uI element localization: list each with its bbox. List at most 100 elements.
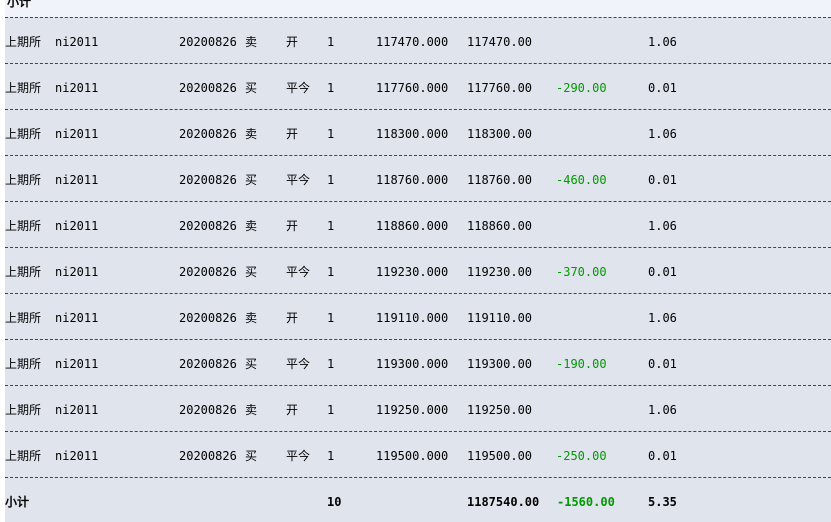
trade-date-cell: 20200826 bbox=[179, 219, 237, 233]
table-row: 上期所 ni2011 20200826 买 平今 1 119300.000 119300.00… bbox=[5, 339, 831, 385]
direction-cell: 买 bbox=[245, 449, 257, 463]
open-close-cell: 开 bbox=[286, 311, 298, 325]
contract-cell: ni2011 bbox=[55, 357, 98, 371]
quantity-cell: 1 bbox=[327, 265, 334, 279]
table-row: 上期所 ni2011 20200826 卖 开 1 119250.000 119250.00 1… bbox=[5, 385, 831, 431]
price-cell: 119110.000 bbox=[376, 311, 448, 325]
exchange-cell: 上期所 bbox=[5, 219, 41, 233]
direction-cell: 卖 bbox=[245, 311, 257, 325]
open-close-cell: 平今 bbox=[286, 81, 310, 95]
contract-cell: ni2011 bbox=[55, 449, 98, 463]
trade-date-cell: 20200826 bbox=[179, 449, 237, 463]
trade-table-body: 上期所 ni2011 20200826 卖开 1 117470.000 117470.00 1… bbox=[5, 17, 831, 477]
amount-cell: 117760.00 bbox=[467, 81, 532, 95]
open-close-cell: 平今 bbox=[286, 357, 310, 371]
direction-cell: 买 bbox=[245, 173, 257, 187]
subtotal-amount: 1187540.00 bbox=[467, 495, 539, 509]
amount-cell: 118760.00 bbox=[467, 173, 532, 187]
price-cell: 117470.000 bbox=[376, 35, 448, 49]
table-row: 上期所 ni2011 20200826 买 平今 1 119500.000 119500.00… bbox=[5, 431, 831, 477]
trade-date-cell: 20200826 bbox=[179, 357, 237, 371]
close-pnl-cell: -250.00 bbox=[556, 449, 607, 463]
contract-cell: ni2011 bbox=[55, 127, 98, 141]
price-cell: 119250.000 bbox=[376, 403, 448, 417]
open-close-cell: 开 bbox=[286, 35, 298, 49]
exchange-cell: 上期所 bbox=[5, 35, 41, 49]
trade-date-cell: 20200826 bbox=[179, 35, 237, 49]
direction-cell: 卖 bbox=[245, 403, 257, 417]
exchange-cell: 上期所 bbox=[5, 265, 41, 279]
subtotal-qty: 10 bbox=[327, 495, 341, 509]
open-close-cell: 开 bbox=[286, 403, 298, 417]
close-pnl-cell: -190.00 bbox=[556, 357, 607, 371]
exchange-cell: 上期所 bbox=[5, 81, 41, 95]
fee-cell: 0.01 bbox=[648, 357, 677, 371]
contract-cell: ni2011 bbox=[55, 35, 98, 49]
amount-cell: 119250.00 bbox=[467, 403, 532, 417]
trade-date-cell: 20200826 bbox=[179, 311, 237, 325]
trade-date-cell: 20200826 bbox=[179, 81, 237, 95]
contract-cell: ni2011 bbox=[55, 311, 98, 325]
quantity-cell: 1 bbox=[327, 219, 334, 233]
amount-cell: 119230.00 bbox=[467, 265, 532, 279]
direction-cell: 卖 bbox=[245, 219, 257, 233]
price-cell: 117760.000 bbox=[376, 81, 448, 95]
table-row: 上期所 ni2011 20200826 卖 开 1 118300.000 118300.00 1… bbox=[5, 109, 831, 155]
close-pnl-cell: -290.00 bbox=[556, 81, 607, 95]
table-row: 上期所 ni2011 20200826 卖 开 1 117470.000 117470.00 1… bbox=[5, 17, 831, 63]
direction-cell: 买 bbox=[245, 81, 257, 95]
price-cell: 118760.000 bbox=[376, 173, 448, 187]
amount-cell: 119300.00 bbox=[467, 357, 532, 371]
table-row: 上期所 ni2011 20200826 卖 开 1 119110.000 119110.00 1… bbox=[5, 293, 831, 339]
price-cell: 118860.000 bbox=[376, 219, 448, 233]
open-close-cell: 平今 bbox=[286, 265, 310, 279]
exchange-cell: 上期所 bbox=[5, 311, 41, 325]
direction-cell: 卖 bbox=[245, 127, 257, 141]
direction-cell: 买 bbox=[245, 357, 257, 371]
exchange-cell: 上期所 bbox=[5, 173, 41, 187]
subtotal-row: 小计 10 1187540.00 -1560.00 5.35 bbox=[5, 477, 831, 522]
close-pnl-cell: -460.00 bbox=[556, 173, 607, 187]
fee-cell: 0.01 bbox=[648, 265, 677, 279]
exchange-cell: 上期所 bbox=[5, 357, 41, 371]
fee-cell: 1.06 bbox=[648, 219, 677, 233]
price-cell: 118300.000 bbox=[376, 127, 448, 141]
table-row: 上期所 ni2011 20200826 买 平今 1 117760.000 117760.00… bbox=[5, 63, 831, 109]
quantity-cell: 1 bbox=[327, 127, 334, 141]
price-cell: 119300.000 bbox=[376, 357, 448, 371]
open-close-cell: 平今 bbox=[286, 173, 310, 187]
trade-date-cell: 20200826 bbox=[179, 127, 237, 141]
contract-cell: ni2011 bbox=[55, 81, 98, 95]
fee-cell: 0.01 bbox=[648, 449, 677, 463]
fee-cell: 0.01 bbox=[648, 81, 677, 95]
fee-cell: 1.06 bbox=[648, 35, 677, 49]
direction-cell: 卖 bbox=[245, 35, 257, 49]
quantity-cell: 1 bbox=[327, 357, 334, 371]
price-cell: 119230.000 bbox=[376, 265, 448, 279]
amount-cell: 118860.00 bbox=[467, 219, 532, 233]
subtotal-pnl: -1560.00 bbox=[557, 495, 615, 509]
exchange-cell: 上期所 bbox=[5, 403, 41, 417]
amount-cell: 118300.00 bbox=[467, 127, 532, 141]
table-row: 上期所 ni2011 20200826 买 平今 1 119230.000 119230.00… bbox=[5, 247, 831, 293]
exchange-cell: 上期所 bbox=[5, 127, 41, 141]
price-cell: 119500.000 bbox=[376, 449, 448, 463]
contract-cell: ni2011 bbox=[55, 265, 98, 279]
fee-cell: 1.06 bbox=[648, 311, 677, 325]
open-close-cell: 开 bbox=[286, 127, 298, 141]
clipped-header-label: 小计 bbox=[7, 0, 31, 10]
subtotal-label: 小计 bbox=[5, 495, 29, 509]
amount-cell: 117470.00 bbox=[467, 35, 532, 49]
table-row: 上期所 ni2011 20200826 卖 开 1 118860.000 118860.00 1… bbox=[5, 201, 831, 247]
fee-cell: 0.01 bbox=[648, 173, 677, 187]
quantity-cell: 1 bbox=[327, 173, 334, 187]
fee-cell: 1.06 bbox=[648, 127, 677, 141]
trade-date-cell: 20200826 bbox=[179, 265, 237, 279]
fee-cell: 1.06 bbox=[648, 403, 677, 417]
top-band: 小计 bbox=[5, 0, 831, 17]
quantity-cell: 1 bbox=[327, 35, 334, 49]
trade-date-cell: 20200826 bbox=[179, 403, 237, 417]
trade-date-cell: 20200826 bbox=[179, 173, 237, 187]
amount-cell: 119110.00 bbox=[467, 311, 532, 325]
direction-cell: 买 bbox=[245, 265, 257, 279]
